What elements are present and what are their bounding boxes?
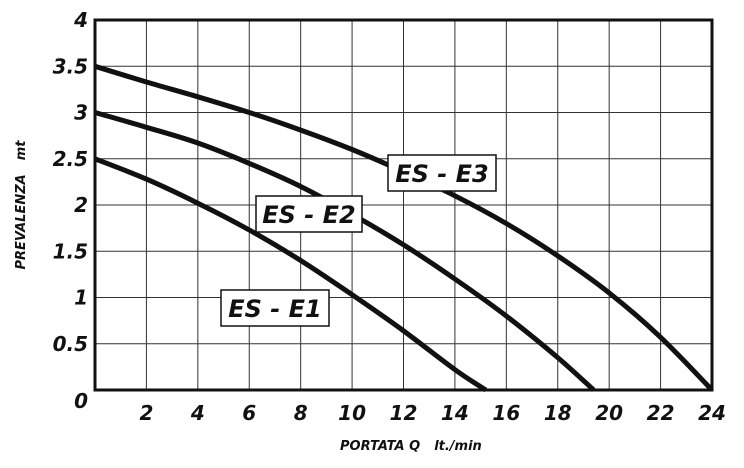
y-tick-label: 0: [74, 389, 88, 413]
y-tick-label: 0.5: [53, 332, 88, 356]
y-tick-label: 1.5: [53, 239, 88, 263]
x-tick-label: 18: [544, 401, 572, 425]
x-tick-label: 2: [139, 401, 153, 425]
x-tick-label: 22: [647, 401, 675, 425]
x-tick-label: 4: [190, 401, 205, 425]
x-tick-label: 24: [698, 401, 726, 425]
series-label: ES - E2: [262, 201, 355, 229]
y-tick-labels: 0 0.5 1 1.5 2 2.5 3 3.5 4: [53, 8, 89, 413]
x-tick-label: 16: [492, 401, 520, 425]
y-tick-label: 1: [74, 286, 88, 310]
series-label-box: [220, 289, 330, 327]
x-tick-label: 14: [441, 401, 469, 425]
x-tick-label: 12: [390, 401, 418, 425]
series-label: ES - E1: [228, 295, 321, 323]
y-tick-label: 3: [74, 101, 88, 125]
y-tick-label: 2: [74, 193, 88, 217]
y-axis-title: PREVALENZAmt: [14, 140, 29, 270]
plot-frame: [93, 18, 714, 392]
grid: [95, 19, 713, 391]
x-tick-label: 8: [294, 401, 308, 425]
x-tick-labels: 2 4 6 8 10 12 14 16 18 20 22 24: [139, 401, 725, 425]
y-tick-label: 2.5: [53, 147, 88, 171]
series-labels: ES - E1 ES - E2 ES - E3: [220, 154, 497, 327]
x-tick-label: 6: [242, 401, 256, 425]
series-label-box: [255, 195, 363, 233]
series-label: ES - E3: [395, 160, 488, 188]
y-tick-label: 4: [73, 8, 88, 32]
x-tick-label: 10: [338, 401, 366, 425]
y-tick-label: 3.5: [53, 54, 88, 78]
series-curve-1: [94, 156, 488, 393]
series-label-box: [387, 154, 497, 192]
x-tick-label: 20: [595, 401, 623, 425]
